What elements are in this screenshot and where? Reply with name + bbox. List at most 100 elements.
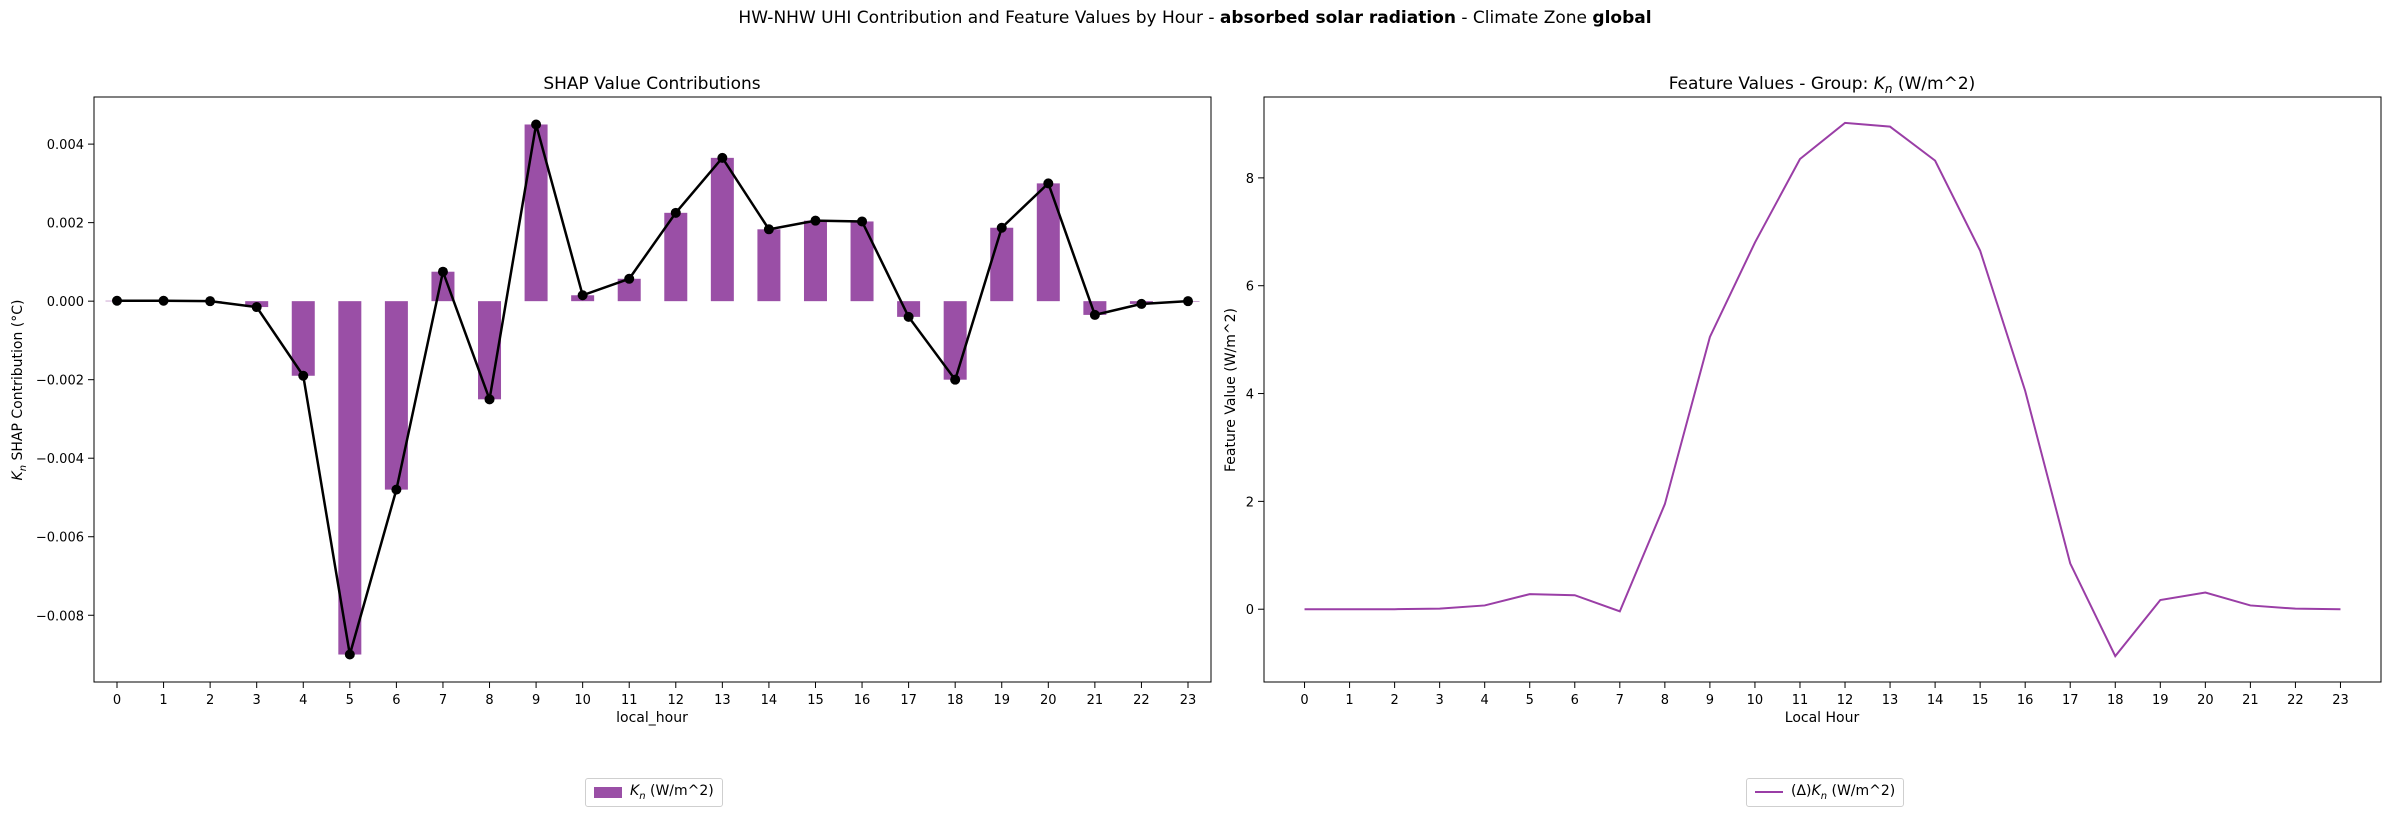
shap-x-tick-label: 3 [253,693,261,708]
shap-chart: SHAP Value Contributions 0 1 2 3 4 5 6 7 8 9 10 11 1… [10,74,1212,726]
shap-point [624,273,635,284]
feature-x-tick-label: 0 [1300,693,1308,708]
shap-bar [1036,183,1060,302]
shap-point [717,152,728,163]
shap-y-tick-label: 0.002 [47,217,84,232]
shap-bar [291,301,315,376]
shap-y-tick-label: −0.002 [36,374,84,389]
shap-point [344,649,355,660]
shap-point [857,216,868,227]
shap-bar [524,124,548,302]
feature-x-tick-label: 14 [1927,693,1944,708]
shap-x-axis-label: local_hour [616,710,688,726]
feature-x-tick-label: 13 [1882,693,1899,708]
shap-x-tick-label: 8 [485,693,493,708]
shap-x-tick-label: 5 [346,693,354,708]
shap-x-tick-label: 22 [1133,693,1150,708]
feature-line [1304,121,2341,658]
shap-point [251,302,262,313]
feature-x-tick-label: 4 [1481,693,1489,708]
shap-bar [850,221,874,302]
shap-bar [384,301,408,490]
shap-x-tick-label: 4 [299,693,307,708]
shap-x-tick-label: 12 [668,693,685,708]
shap-bar [803,220,827,302]
feature-x-tick-label: 2 [1390,693,1398,708]
shap-point [298,370,309,381]
shap-x-tick-label: 23 [1180,693,1197,708]
shap-point [531,119,542,130]
feature-x-tick-label: 17 [2062,693,2079,708]
shap-x-tick-label: 21 [1087,693,1104,708]
feature-x-tick-label: 22 [2287,693,2304,708]
feature-x-tick-label: 5 [1526,693,1534,708]
shap-point [205,296,216,307]
feature-x-axis-label: Local Hour [1785,710,1860,726]
shap-x-tick-label: 20 [1040,693,1057,708]
shap-axes-frame [93,96,1212,683]
feature-chart-title: Feature Values - Group: Kn (W/m^2) [1669,74,1976,96]
shap-x-tick-label: 14 [761,693,778,708]
shap-point [903,311,914,322]
shap-point [763,224,774,235]
feature-x-tick-label: 7 [1616,693,1624,708]
shap-point [670,207,681,218]
feature-legend: (Δ)Kn (W/m^2) [1746,778,1905,807]
shap-point [950,374,961,385]
shap-point [996,222,1007,233]
shap-chart-title: SHAP Value Contributions [543,74,760,94]
feature-x-tick-label: 16 [2017,693,2034,708]
feature-y-axis-label: Feature Value (W/m^2) [1223,308,1239,472]
feature-x-tick-label: 23 [2332,693,2349,708]
shap-legend-swatch [594,786,622,798]
figure-suptitle: HW-NHW UHI Contribution and Feature Valu… [738,8,1652,28]
feature-x-tick-label: 20 [2197,693,2214,708]
shap-y-axis-label: Kn SHAP Contribution (°C) [10,300,29,481]
shap-point [577,290,588,301]
feature-plot-area: 0 1 2 3 4 5 6 7 8 9 10 11 12 13 14 15 16 17 18 19 20 21 22 2302… [1246,121,2349,708]
shap-x-tick-label: 11 [621,693,638,708]
shap-point [810,215,821,226]
shap-point [484,394,495,405]
feature-x-tick-label: 6 [1571,693,1579,708]
feature-x-tick-label: 11 [1792,693,1809,708]
shap-plot-area: 0 1 2 3 4 5 6 7 8 9 10 11 12 13 14 15 16 17 18 19 20 21 22 23−0… [36,119,1200,708]
shap-y-tick-label: −0.004 [36,452,84,467]
feature-axes-frame [1263,96,2382,683]
shap-line [117,124,1189,655]
feature-y-tick-label: 8 [1246,172,1254,187]
feature-y-tick-label: 2 [1246,495,1254,510]
feature-x-tick-label: 21 [2242,693,2259,708]
shap-legend: Kn (W/m^2) [585,778,723,807]
feature-x-tick-label: 12 [1837,693,1854,708]
shap-x-tick-label: 7 [439,693,447,708]
shap-x-tick-label: 18 [947,693,964,708]
shap-bar [338,301,362,655]
shap-x-tick-label: 19 [993,693,1010,708]
feature-y-tick-label: 0 [1246,603,1254,618]
shap-bar [990,227,1014,302]
shap-x-tick-label: 0 [113,693,121,708]
shap-bar [757,229,781,302]
shap-point [158,295,169,306]
feature-x-tick-label: 9 [1706,693,1714,708]
shap-x-tick-label: 6 [392,693,400,708]
shap-y-tick-label: −0.008 [36,609,84,624]
shap-x-tick-label: 2 [206,693,214,708]
shap-x-tick-label: 9 [532,693,540,708]
shap-point [391,484,402,495]
feature-x-tick-label: 3 [1436,693,1444,708]
feature-x-tick-label: 8 [1661,693,1669,708]
shap-x-tick-label: 16 [854,693,871,708]
shap-x-tick-label: 15 [807,693,824,708]
shap-point [1043,178,1054,189]
shap-point [1136,298,1147,309]
shap-x-tick-label: 1 [159,693,167,708]
shap-bar [478,301,502,400]
shap-bar [710,157,734,302]
feature-legend-swatch [1755,791,1783,794]
shap-point [112,295,122,306]
shap-y-tick-label: 0.004 [47,138,84,153]
